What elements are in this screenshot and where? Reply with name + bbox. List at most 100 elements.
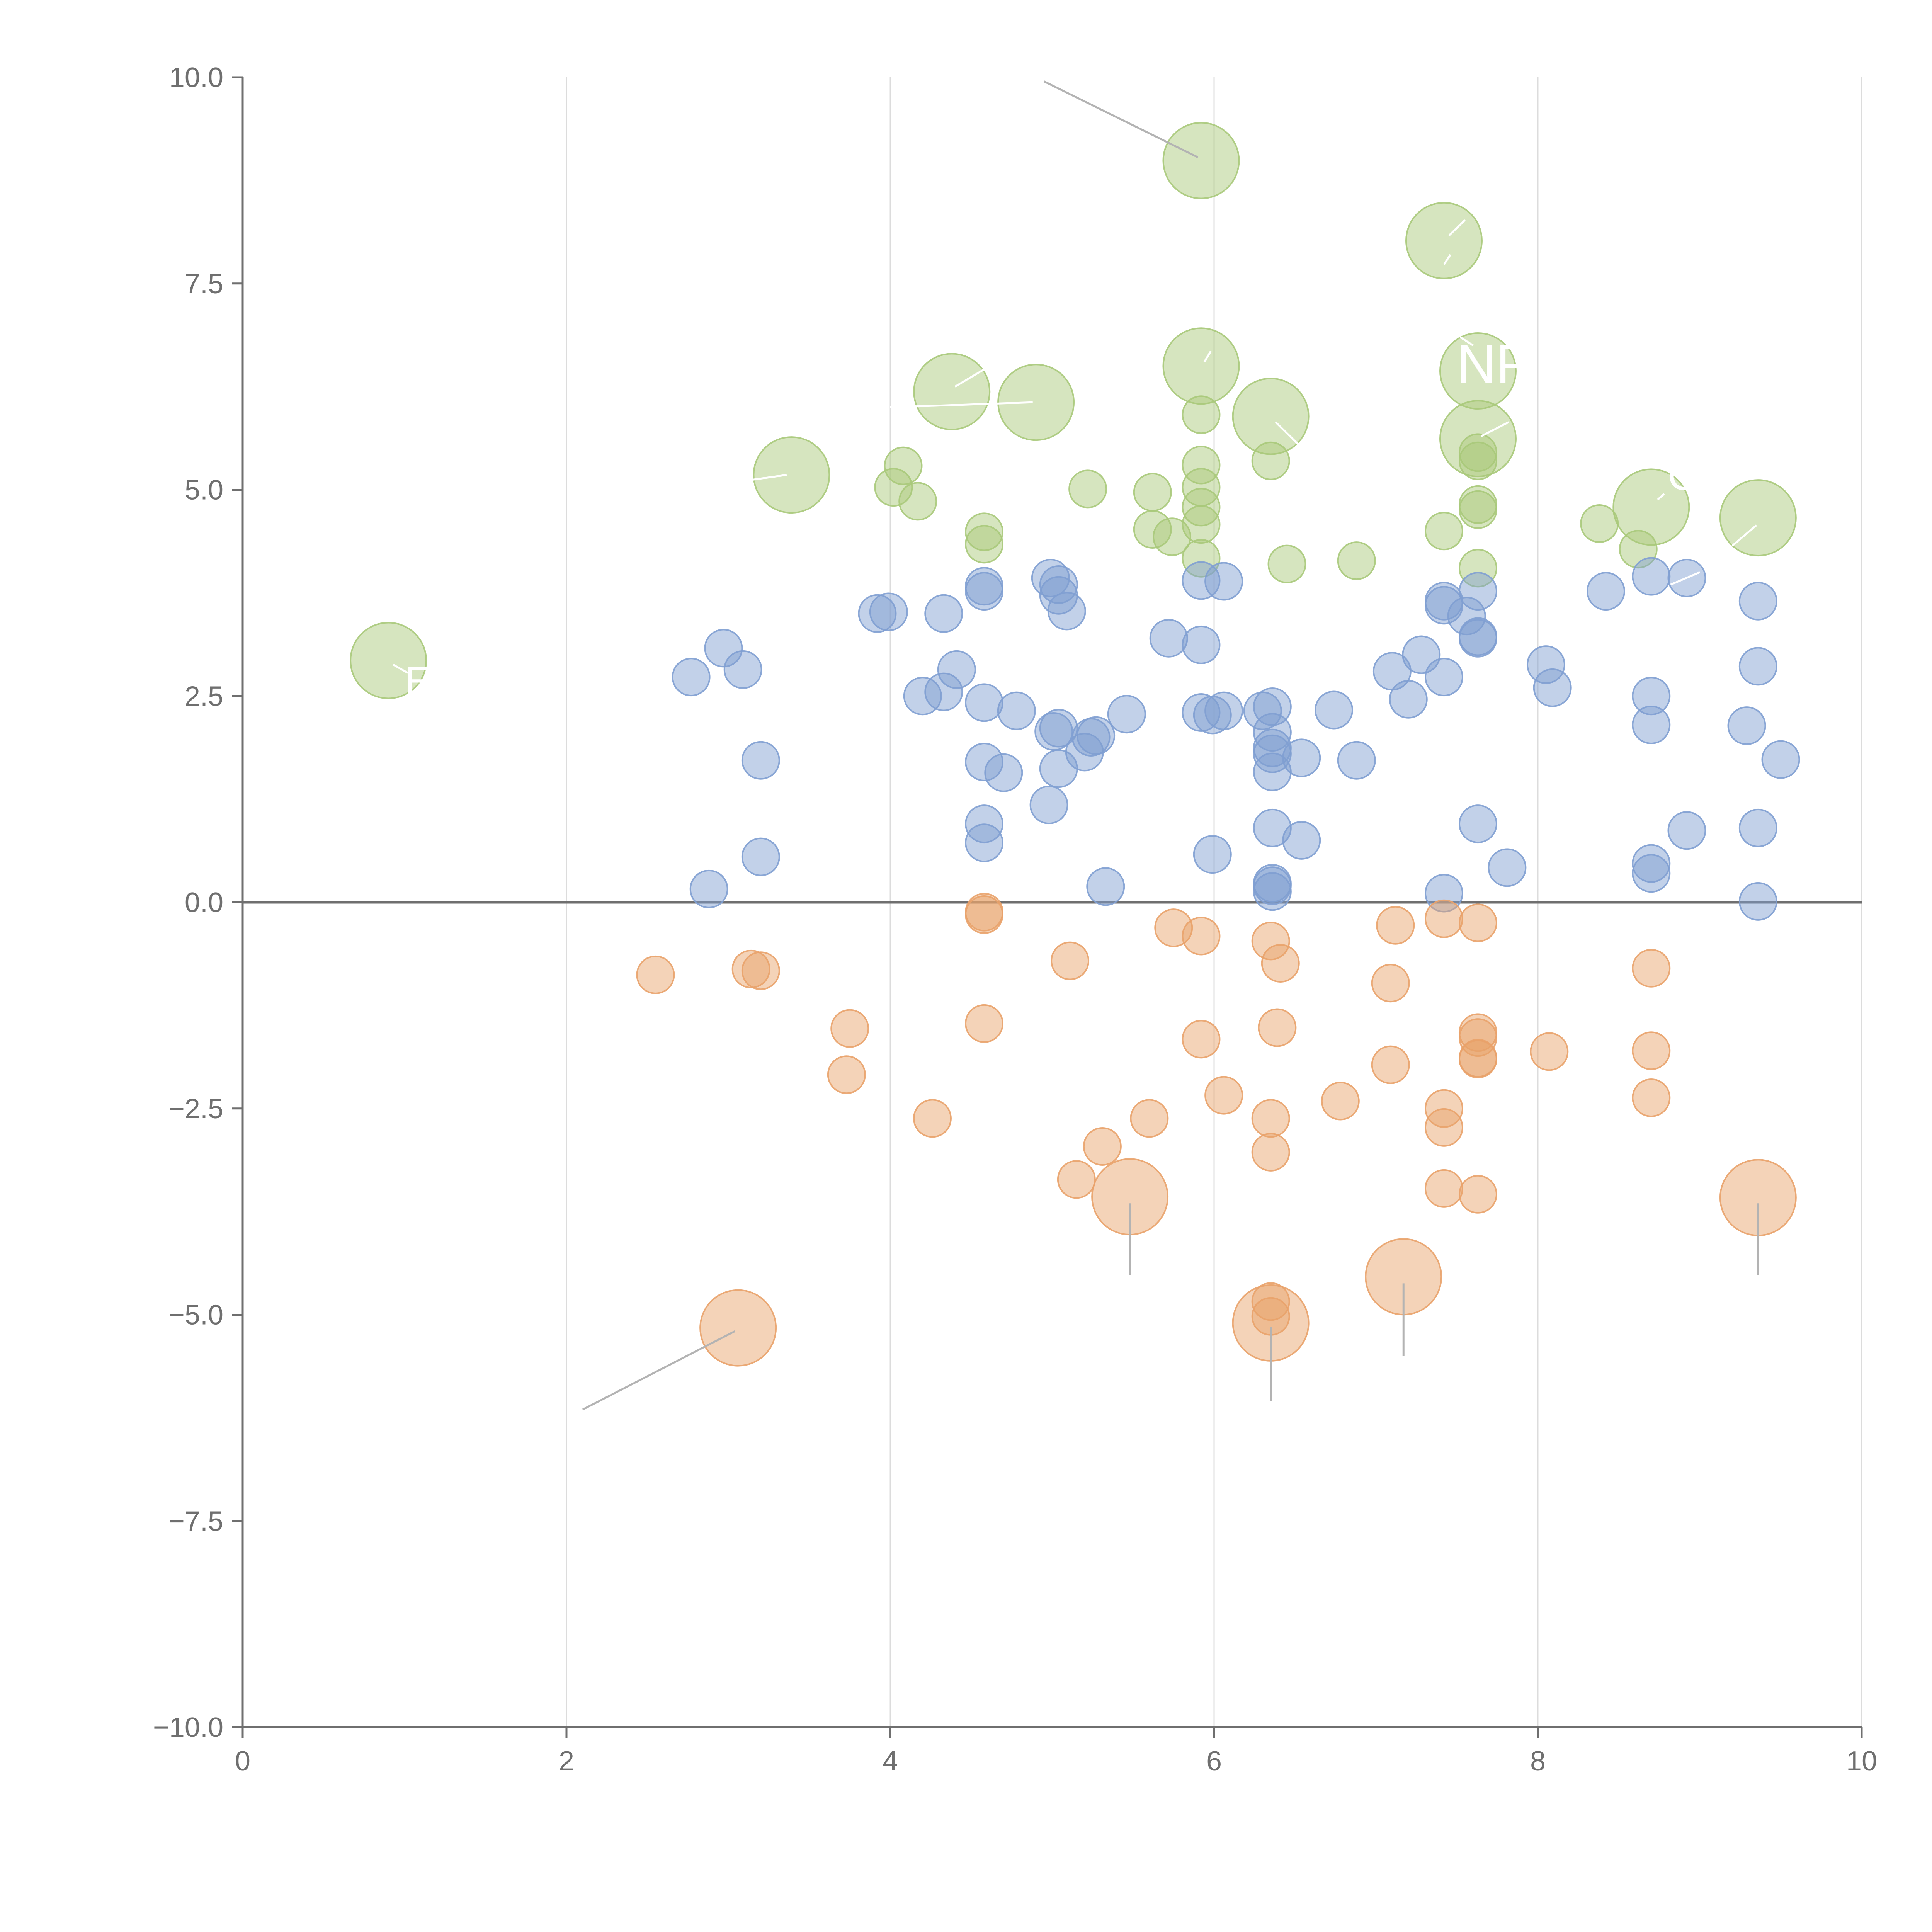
orange-point: [827, 1055, 866, 1094]
leader-line: [1443, 254, 1451, 265]
leader-line: [1481, 421, 1509, 437]
blue-point: [924, 672, 963, 711]
orange-point: [1258, 1008, 1297, 1047]
x-tick-label: 6: [1206, 1746, 1222, 1777]
green-point: [965, 525, 1004, 564]
blue-point: [1243, 691, 1282, 730]
y-tick-label: 5.0: [185, 475, 223, 506]
blue-point: [1632, 844, 1671, 883]
leader-line: [1459, 336, 1474, 346]
blue-point: [1458, 619, 1497, 658]
blue-point: [1086, 867, 1125, 906]
orange-point: [1458, 1039, 1497, 1078]
blue-point: [1738, 647, 1777, 686]
orange-point: [1204, 1076, 1243, 1115]
axis-layer: −10.0 −7.5 −5.0 −2.5 0.0 2.5 5.0 7.5 10.0 0 2 4 6 8 10: [153, 62, 1877, 1777]
y-tick-label: 7.5: [185, 269, 223, 299]
blue-point: [723, 650, 762, 689]
y-tick-label: −5.0: [168, 1300, 223, 1331]
x-tick-label: 4: [883, 1746, 898, 1777]
orange-point: [965, 1004, 1004, 1043]
blue-point: [1738, 882, 1777, 921]
callout-label: C: [1667, 452, 1698, 499]
orange-point: [1376, 906, 1415, 945]
x-tick-label: 10: [1846, 1746, 1877, 1777]
green-point: [1182, 395, 1221, 434]
y-tick-label: 0.0: [185, 887, 223, 918]
green-point: [1182, 446, 1221, 485]
blue-point: [1182, 693, 1221, 732]
leader-line: [1670, 571, 1700, 586]
x-tick-label: 2: [559, 1746, 574, 1777]
leader-line-layer: [393, 80, 1759, 1411]
leader-line: [1657, 493, 1665, 500]
blue-point: [1029, 786, 1068, 825]
blue-point: [741, 741, 780, 780]
blue-point: [672, 658, 711, 697]
blue-point: [1727, 706, 1766, 745]
orange-point: [1371, 964, 1410, 1003]
leader-line: [1043, 80, 1199, 158]
green-point: [1424, 512, 1463, 551]
green-point: [1162, 122, 1240, 199]
orange-point: [1632, 1031, 1671, 1070]
blue-point: [1282, 821, 1321, 860]
blue-point: [704, 629, 743, 668]
leader-line: [393, 663, 408, 674]
blue-point: [1337, 741, 1376, 780]
orange-point: [1458, 903, 1497, 942]
blue-point: [1034, 712, 1073, 751]
blue-point: [1632, 557, 1671, 596]
x-tick-label: 8: [1530, 1746, 1546, 1777]
green-point: [1405, 202, 1483, 279]
blue-point: [1667, 811, 1706, 850]
y-tick-label: −10.0: [153, 1712, 223, 1743]
orange-point: [1632, 949, 1671, 988]
leader-line: [1275, 421, 1299, 445]
blue-point: [1282, 738, 1321, 777]
green-point: [1133, 510, 1172, 549]
orange-point: [1251, 922, 1290, 961]
blue-point: [1632, 677, 1671, 716]
blue-point: [1447, 597, 1486, 636]
blue-point: [689, 869, 728, 908]
green-point: [884, 446, 923, 485]
orange-point: [830, 1009, 869, 1048]
green-point: [1182, 505, 1221, 544]
blue-point: [1204, 691, 1243, 730]
annotation-layer: E NP C: [405, 333, 1698, 705]
blue-point: [1107, 695, 1146, 734]
green-point: [1267, 544, 1306, 583]
orange-point: [1458, 1175, 1497, 1214]
blue-point: [1182, 625, 1221, 664]
green-point: [753, 436, 830, 514]
blue-point: [858, 594, 897, 633]
leader-line: [954, 368, 985, 388]
green-point: [1162, 327, 1240, 405]
blue-point: [1533, 668, 1572, 707]
green-point: [874, 468, 913, 507]
orange-point: [1251, 1099, 1290, 1138]
green-point: [1182, 488, 1221, 527]
green-point: [965, 512, 1004, 551]
orange-point: [1458, 1018, 1497, 1057]
blue-point: [1586, 572, 1625, 611]
blue-point: [1761, 740, 1800, 779]
callout-label: E: [405, 658, 433, 705]
orange-point: [1371, 1045, 1410, 1084]
blue-point: [1389, 680, 1428, 719]
green-point: [898, 482, 937, 521]
blue-point: [924, 594, 963, 633]
blue-point: [1204, 562, 1243, 601]
green-point: [1458, 490, 1497, 529]
green-point: [1439, 332, 1517, 410]
green-point: [1337, 541, 1376, 580]
blue-point: [1253, 866, 1292, 905]
orange-point: [1130, 1099, 1169, 1138]
blue-point: [1738, 582, 1777, 621]
green-point: [1719, 479, 1797, 557]
points-layer: [350, 122, 1800, 1367]
orange-point: [1051, 941, 1090, 980]
orange-point: [913, 1099, 952, 1138]
